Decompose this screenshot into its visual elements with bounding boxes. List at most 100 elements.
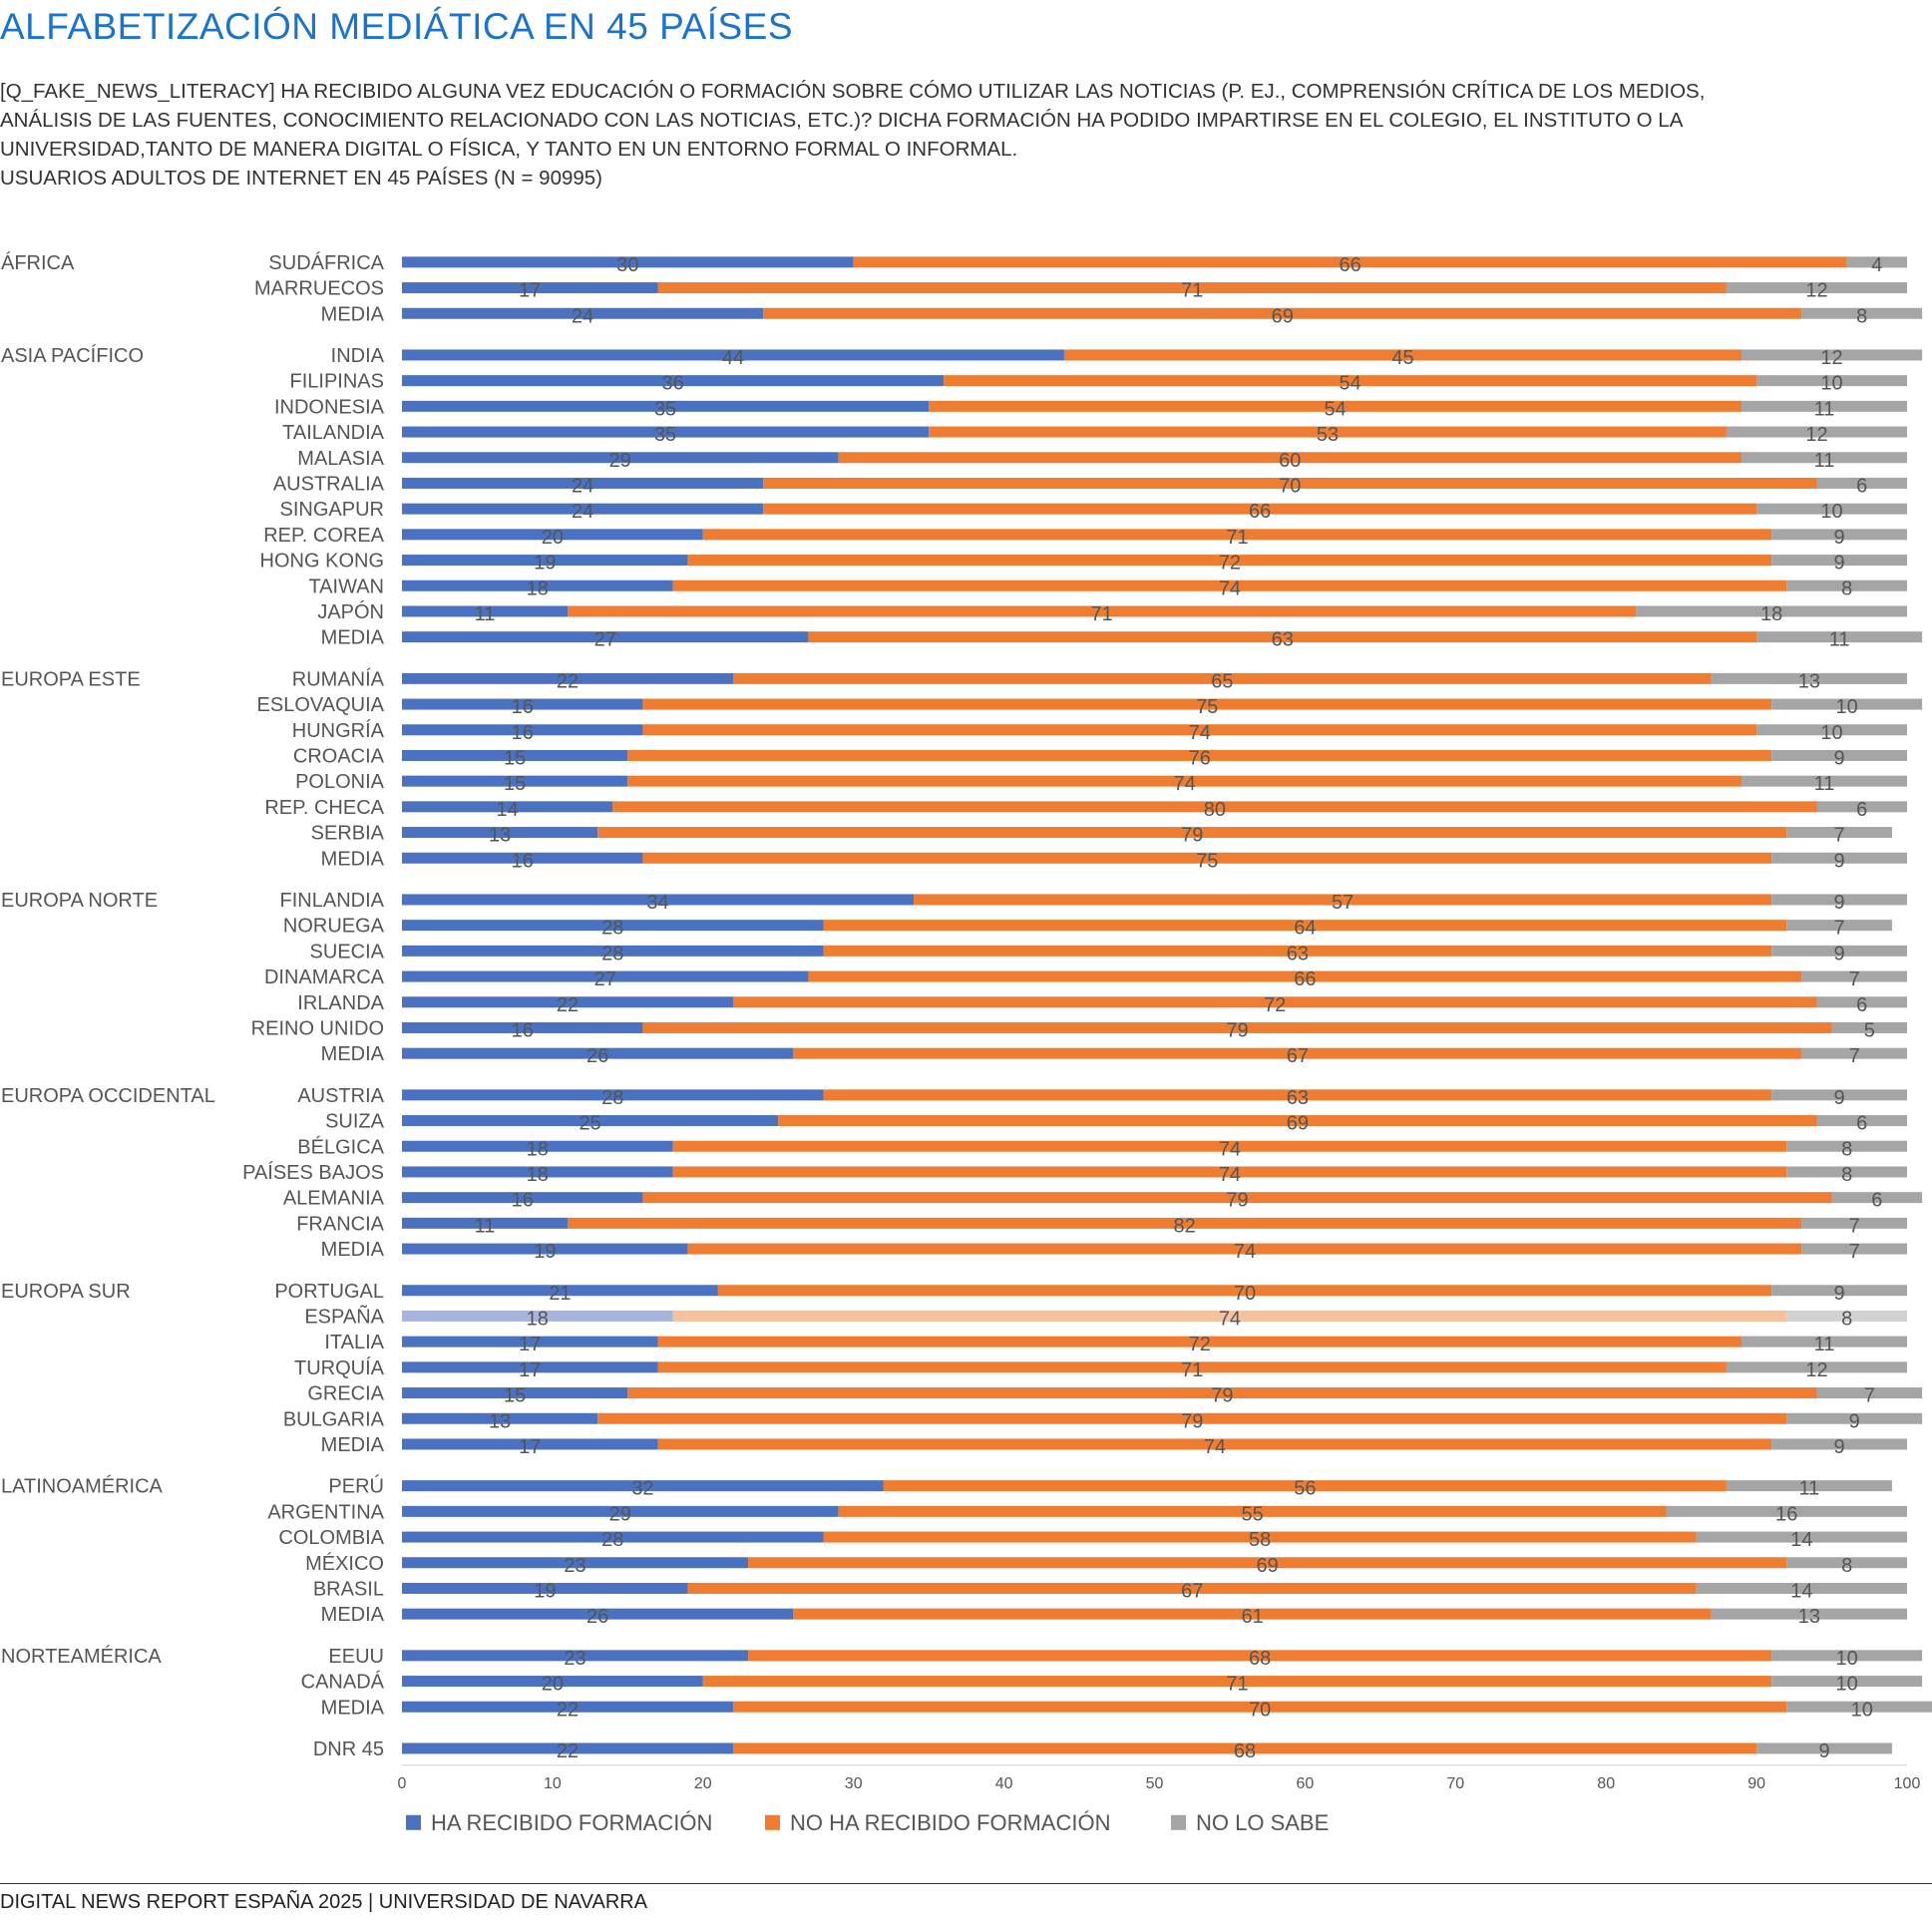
data-label: 22 (557, 1699, 579, 1721)
data-label: 7 (1834, 918, 1845, 940)
bar-segment (1771, 749, 1907, 761)
bar-segment (402, 1582, 688, 1594)
category-label: MEDIA (321, 1604, 385, 1626)
bar-segment (1786, 1166, 1907, 1178)
bar-segment (402, 400, 930, 412)
x-tick-label: 20 (694, 1775, 712, 1792)
bar-segment (1696, 1531, 1907, 1543)
data-label: 7 (1849, 968, 1860, 990)
category-label: ESLOVAQUIA (257, 694, 385, 716)
data-label: 15 (504, 773, 526, 795)
data-label: 72 (1189, 1334, 1211, 1355)
region-label: EUROPA ESTE (1, 668, 141, 690)
data-label: 79 (1226, 1019, 1248, 1041)
bar-segment (402, 970, 809, 982)
data-label: 10 (1851, 1699, 1873, 1721)
bar-segment (687, 555, 1772, 567)
category-label: SERBIA (311, 823, 385, 845)
bar-segment (657, 1361, 1727, 1373)
bar-segment (929, 400, 1742, 412)
x-tick-label: 50 (1146, 1775, 1164, 1792)
data-label: 68 (1234, 1740, 1256, 1762)
bar-segment (944, 375, 1757, 387)
bar-segment (402, 1387, 628, 1399)
data-label: 61 (1241, 1606, 1263, 1628)
bar-segment (642, 698, 1772, 710)
data-label: 35 (654, 424, 676, 446)
x-tick-label: 30 (845, 1775, 863, 1792)
data-label: 56 (1294, 1478, 1316, 1500)
data-label: 30 (616, 254, 638, 276)
bar-segment (657, 1438, 1772, 1450)
data-label: 75 (1196, 696, 1218, 718)
bar-segment (778, 1115, 1817, 1127)
bar-segment (402, 256, 854, 268)
data-label: 70 (1279, 475, 1301, 497)
bar-segment (1741, 400, 1907, 412)
category-label: ESPAÑA (304, 1304, 384, 1328)
bar-segment (763, 307, 1802, 319)
category-label: REP. CHECA (264, 797, 384, 819)
data-label: 17 (519, 280, 541, 302)
bar-segment (402, 555, 688, 567)
bar-segment (1816, 801, 1907, 813)
bar-segment (402, 827, 598, 839)
data-label: 9 (1818, 1740, 1829, 1762)
bar-segment (402, 282, 658, 294)
category-label: PAÍSES BAJOS (242, 1161, 384, 1184)
category-label: RUMANÍA (292, 667, 385, 690)
legend-swatch (406, 1814, 421, 1830)
bar-segment (1741, 349, 1923, 361)
bar-segment (702, 529, 1772, 541)
bar-segment (657, 1336, 1742, 1348)
data-label: 6 (1856, 1113, 1867, 1135)
bar-segment (402, 1505, 839, 1517)
bar-segment (627, 749, 1772, 761)
data-label: 26 (586, 1045, 608, 1067)
bar-segment (1786, 1140, 1907, 1152)
data-label: 19 (534, 1241, 556, 1263)
bar-segment (823, 1531, 1697, 1543)
data-label: 70 (1249, 1699, 1271, 1721)
data-label: 74 (1219, 1164, 1241, 1186)
bar-segment (1801, 1243, 1907, 1255)
bar-segment (402, 605, 568, 617)
data-label: 13 (489, 1410, 511, 1432)
data-label: 74 (1219, 578, 1241, 599)
data-label: 16 (512, 722, 534, 744)
data-label: 79 (1181, 825, 1203, 847)
data-label: 22 (557, 994, 579, 1016)
bar-segment (1771, 1438, 1907, 1450)
bar-segment (748, 1650, 1772, 1662)
data-label: 20 (542, 1674, 564, 1696)
bar-segment (793, 1047, 1802, 1059)
x-tick-label: 60 (1297, 1775, 1315, 1792)
data-label: 22 (557, 1740, 579, 1762)
bar-segment (402, 1676, 703, 1688)
data-label: 12 (1820, 347, 1842, 369)
bar-segment (402, 1115, 779, 1127)
region-label: EUROPA SUR (1, 1281, 131, 1303)
bar-segment (1771, 894, 1907, 906)
data-label: 14 (1790, 1580, 1812, 1602)
bar-segment (1726, 1480, 1892, 1492)
bar-segment (402, 1192, 643, 1204)
data-label: 15 (504, 1385, 526, 1407)
region-label: ÁFRICA (1, 251, 75, 274)
bar-segment (402, 1701, 733, 1713)
bar-segment (402, 1217, 568, 1229)
bar-segment (1696, 1582, 1907, 1594)
bar-segment (1786, 1701, 1932, 1713)
bar-segment (402, 1140, 673, 1152)
bar-segment (748, 1557, 1787, 1569)
bar-segment (1771, 529, 1907, 541)
bar-segment (687, 1243, 1802, 1255)
category-label: NORUEGA (283, 916, 385, 938)
data-label: 29 (609, 1503, 631, 1525)
data-label: 9 (1834, 1087, 1845, 1109)
data-label: 54 (1340, 373, 1361, 395)
bar-segment (1756, 503, 1907, 515)
data-label: 28 (601, 1529, 623, 1551)
data-label: 71 (1181, 1359, 1203, 1381)
category-label: CANADÁ (301, 1671, 385, 1694)
